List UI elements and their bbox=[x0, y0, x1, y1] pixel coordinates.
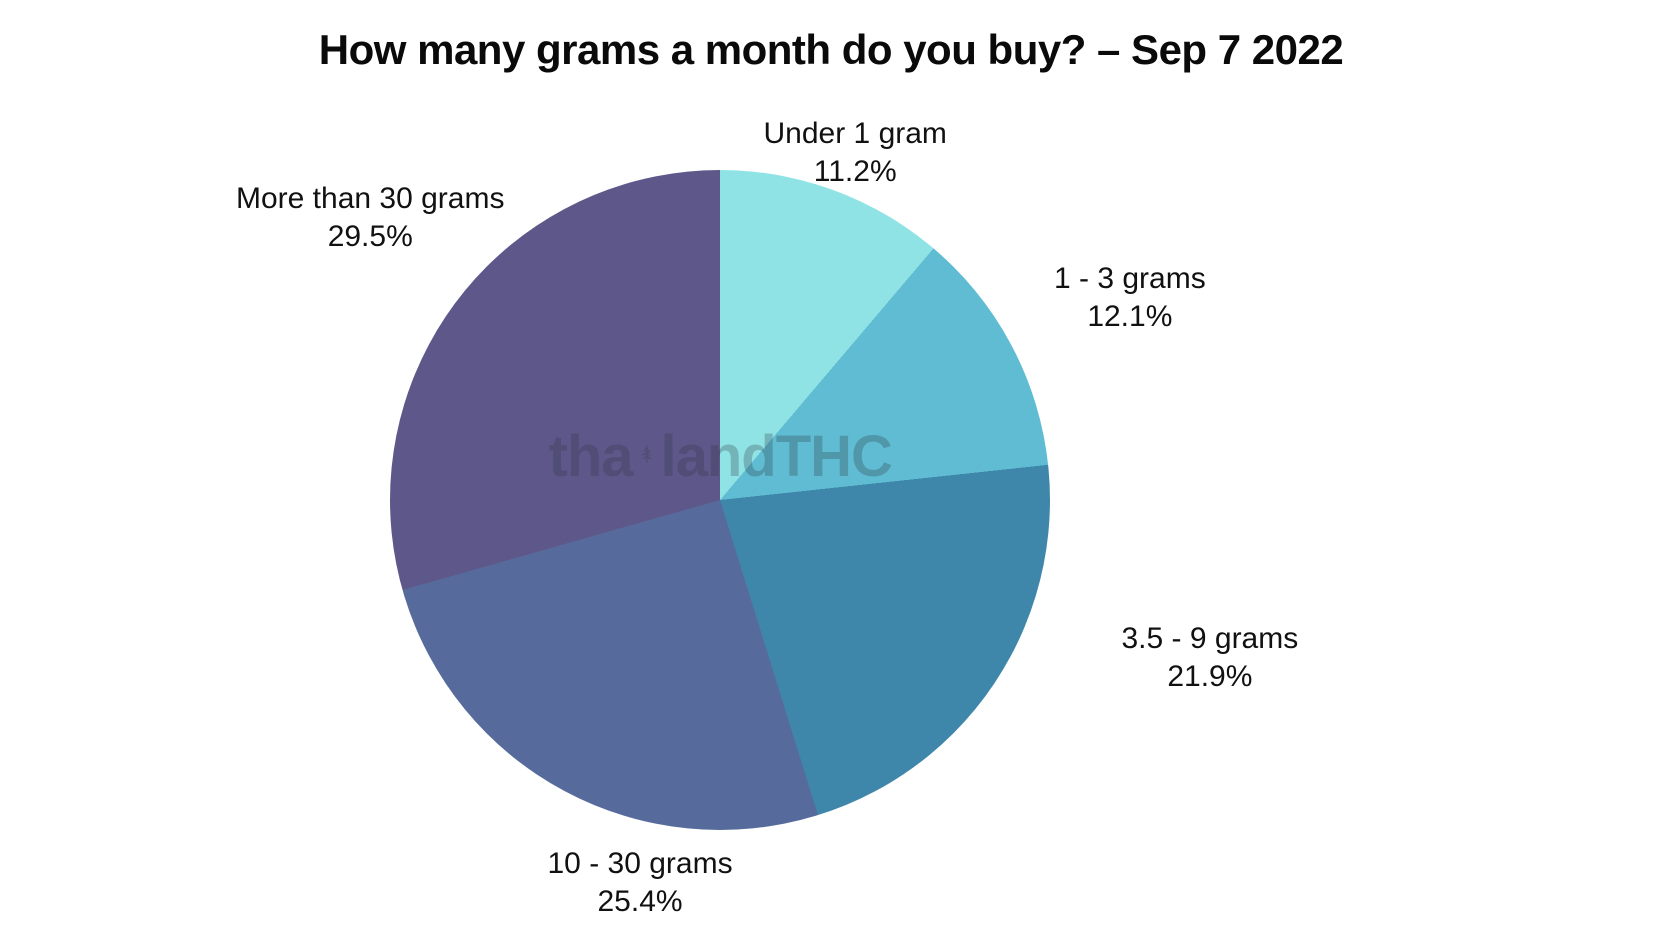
slice-label-percent: 12.1% bbox=[1054, 298, 1206, 336]
slice-label: Under 1 gram11.2% bbox=[764, 115, 947, 190]
slice-label-percent: 25.4% bbox=[548, 883, 733, 921]
slice-label: 10 - 30 grams25.4% bbox=[548, 845, 733, 920]
slice-label-name: 10 - 30 grams bbox=[548, 845, 733, 883]
slice-label-name: More than 30 grams bbox=[236, 180, 504, 218]
slice-label-name: Under 1 gram bbox=[764, 115, 947, 153]
pie-graphic bbox=[390, 170, 1050, 830]
slice-label: 3.5 - 9 grams21.9% bbox=[1122, 620, 1299, 695]
slice-label-percent: 21.9% bbox=[1122, 658, 1299, 696]
pie-chart: Under 1 gram11.2% 1 - 3 grams12.1% 3.5 - 9… bbox=[0, 0, 1662, 952]
slice-label-name: 3.5 - 9 grams bbox=[1122, 620, 1299, 658]
slice-label: 1 - 3 grams12.1% bbox=[1054, 260, 1206, 335]
slice-label: More than 30 grams29.5% bbox=[236, 180, 504, 255]
slice-label-percent: 29.5% bbox=[236, 218, 504, 256]
slice-label-name: 1 - 3 grams bbox=[1054, 260, 1206, 298]
slice-label-percent: 11.2% bbox=[764, 153, 947, 191]
